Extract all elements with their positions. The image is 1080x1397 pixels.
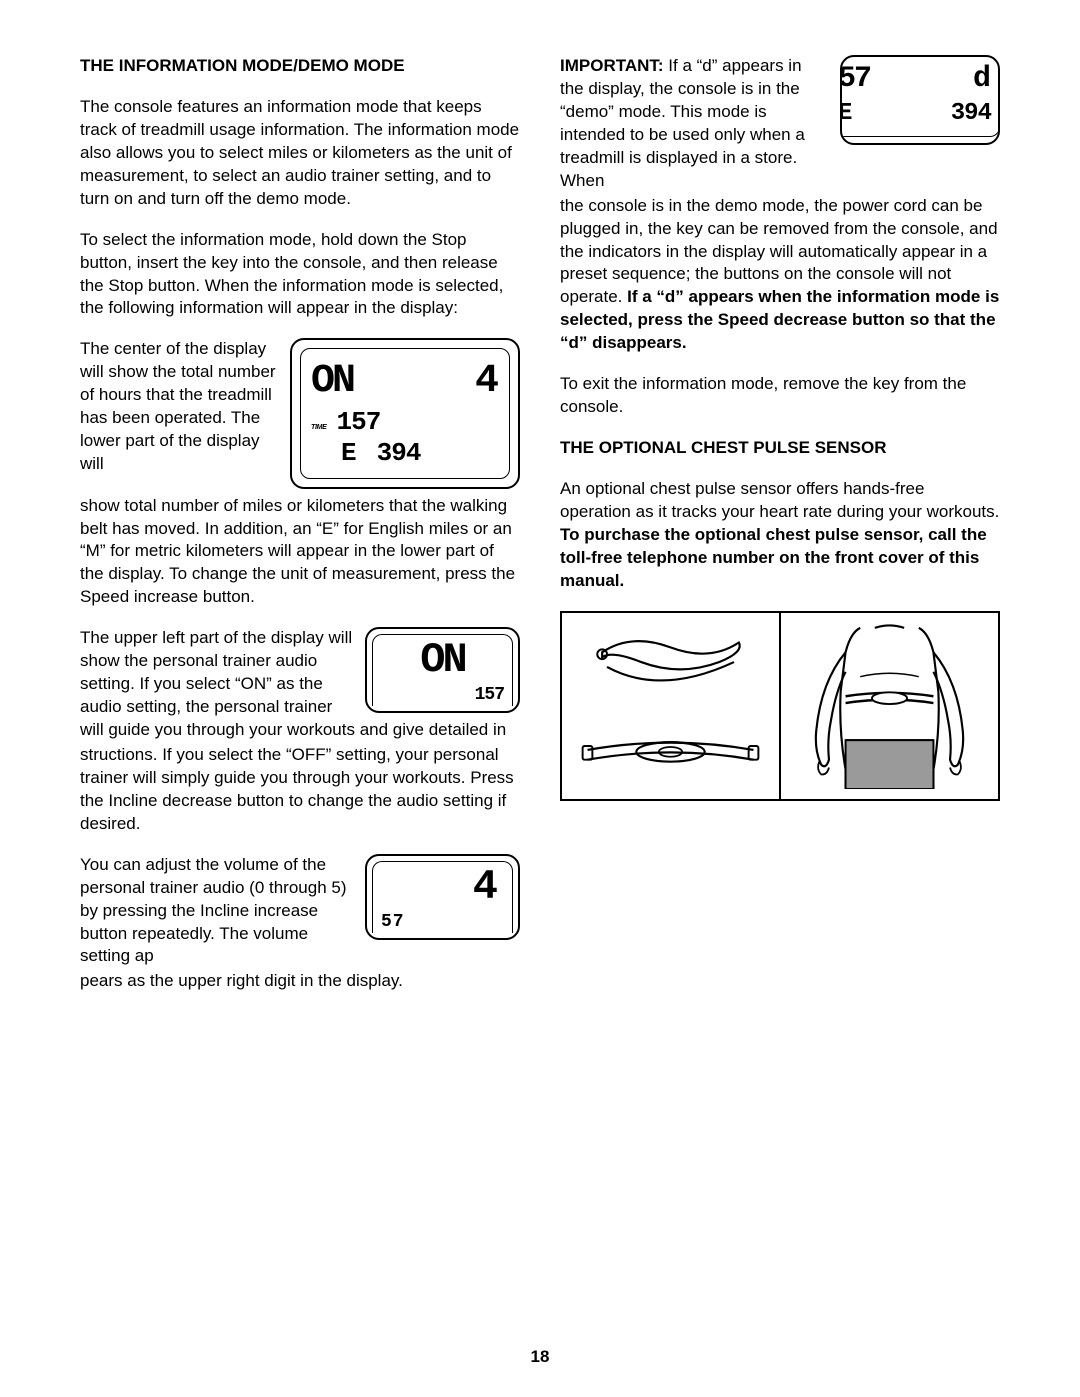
para-hours-a: The center of the display will show the …: [80, 339, 276, 473]
heading-chest-pulse: THE OPTIONAL CHEST PULSE SENSOR: [560, 437, 1000, 460]
lcd1-on: ON: [311, 355, 353, 409]
para-audio-b: structions. If you select the “OFF” sett…: [80, 744, 520, 836]
pulse-strap-diagram: [562, 613, 779, 799]
lcd-demo-br: 394: [951, 98, 991, 130]
para-pulse-a: An optional chest pulse sensor offers ha…: [560, 479, 999, 521]
lcd1-time: 157: [337, 405, 381, 440]
important-label: IMPORTANT:: [560, 56, 664, 75]
para-volume-a: You can adjust the volume of the persona…: [80, 855, 347, 966]
lcd1-unit: E: [341, 436, 357, 471]
para-pulse-b: To purchase the optional chest pulse sen…: [560, 525, 987, 590]
block-hours: ON 4 TIME 157 E 394 The center of the di…: [80, 338, 520, 492]
block-volume: 4 57 You can adjust the volume of the pe…: [80, 854, 520, 969]
lcd2-on: ON: [381, 639, 504, 681]
para-important-a: If a “d” appears in the display, the con…: [560, 56, 805, 190]
lcd-demo-bl: E: [840, 98, 852, 130]
lcd-display-3: 4 57: [365, 854, 520, 940]
lcd-demo-tr: d: [973, 59, 991, 100]
lcd1-dist: 394: [377, 436, 421, 471]
right-column: 57 d E 394 IMPORTANT: If a “d” appears i…: [560, 55, 1000, 1011]
para-exit: To exit the information mode, remove the…: [560, 373, 1000, 419]
left-column: THE INFORMATION MODE/DEMO MODE The conso…: [80, 55, 520, 1011]
lcd3-corner: 57: [381, 910, 504, 933]
para-select-mode: To select the information mode, hold dow…: [80, 229, 520, 321]
lcd-display-1: ON 4 TIME 157 E 394: [290, 338, 520, 488]
lcd2-corner: 157: [381, 683, 504, 706]
para-intro: The console features an information mode…: [80, 96, 520, 211]
chest-pulse-illustration: [560, 611, 1000, 801]
lcd-demo-tl: 57: [840, 59, 870, 100]
para-hours-b: show total number of miles or kilometers…: [80, 495, 520, 610]
lcd-display-demo: 57 d E 394: [840, 55, 1000, 145]
page-number: 18: [0, 1347, 1080, 1367]
lcd1-time-label: TIME: [311, 423, 327, 432]
lcd3-vol: 4: [381, 866, 504, 908]
lcd1-vol: 4: [475, 355, 499, 409]
heading-info-mode: THE INFORMATION MODE/DEMO MODE: [80, 55, 520, 78]
pulse-body-diagram: [779, 613, 998, 799]
block-audio: ON 157 The upper left part of the displa…: [80, 627, 520, 742]
block-important: 57 d E 394 IMPORTANT: If a “d” appears i…: [560, 55, 1000, 193]
para-volume-b: pears as the upper right digit in the di…: [80, 970, 520, 993]
lcd-display-2: ON 157: [365, 627, 520, 713]
